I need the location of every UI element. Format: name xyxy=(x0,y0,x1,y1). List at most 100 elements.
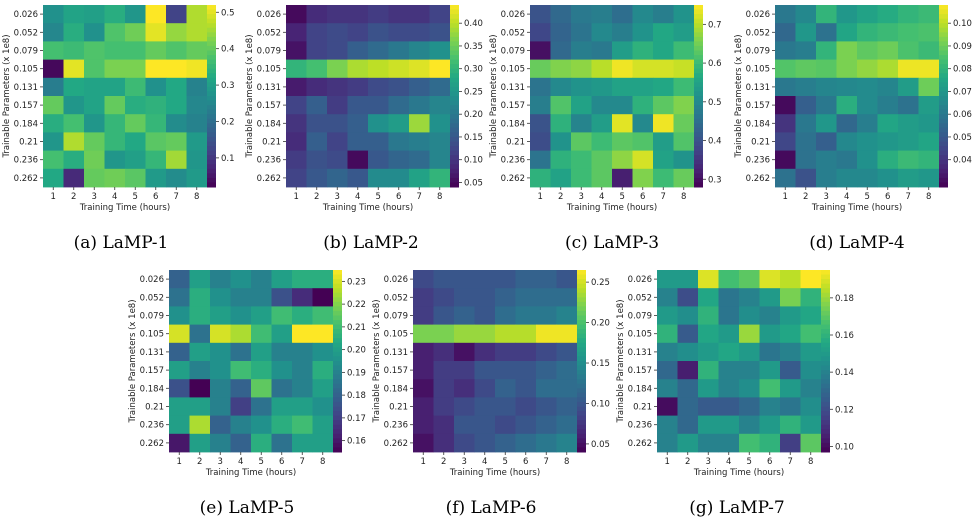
heatmap-cell xyxy=(657,342,678,362)
heatmap-cell xyxy=(857,5,878,24)
heatmap-cell xyxy=(677,379,699,398)
heatmap-cell xyxy=(210,361,231,380)
colorbar-segment xyxy=(821,297,830,303)
heatmap-cell xyxy=(550,168,572,188)
x-tick-label: 2 xyxy=(558,192,563,202)
colorbar-segment xyxy=(821,388,830,394)
heatmap-cell xyxy=(433,379,455,398)
y-tick-label: 0.21 xyxy=(262,138,281,148)
colorbar-segment xyxy=(207,18,216,24)
colorbar-segment xyxy=(577,306,586,312)
colorbar-segment xyxy=(207,123,216,129)
heatmap-panel-3: 0.026 0.052 0.079 0.105 0.131 0.157 0.184 0.21 0… xyxy=(489,5,722,253)
y-tick-label: 0.262 xyxy=(501,174,525,184)
colorbar-segment xyxy=(207,127,216,133)
colorbar-segment xyxy=(694,41,703,47)
heatmap-cell xyxy=(125,114,146,133)
heatmap-cell xyxy=(230,270,252,289)
heatmap-cell xyxy=(347,5,369,24)
heatmap-cell xyxy=(145,59,167,79)
heatmap-cell xyxy=(759,415,781,435)
colorbar-segment xyxy=(450,127,459,133)
colorbar-segment xyxy=(333,420,342,426)
colorbar-segment xyxy=(207,114,216,120)
x-tick-label: 5 xyxy=(620,192,625,202)
heatmap-cell xyxy=(145,168,167,188)
colorbar-tick-label: 0.16 xyxy=(347,437,366,447)
colorbar-segment xyxy=(207,27,216,33)
heatmap-cell xyxy=(125,5,146,24)
colorbar-segment xyxy=(939,136,948,142)
colorbar-segment xyxy=(577,442,586,448)
colorbar-segment xyxy=(577,279,586,285)
colorbar-segment xyxy=(333,351,342,357)
colorbar-segment xyxy=(207,41,216,47)
heatmap-cell xyxy=(306,132,328,151)
y-tick-label: 0.052 xyxy=(14,28,38,38)
heatmap-cell xyxy=(230,361,252,380)
heatmap-cell xyxy=(918,41,940,60)
heatmap-cell xyxy=(556,415,578,435)
heatmap-cell xyxy=(429,77,451,97)
y-tick-label: 0.262 xyxy=(628,439,652,449)
colorbar-tick-label: 0.04 xyxy=(953,156,972,166)
heatmap-cell xyxy=(632,114,654,133)
colorbar-segment xyxy=(333,342,342,348)
heatmap-cell xyxy=(836,96,858,115)
y-axis-label: Trainable Parameters (x 1e8) xyxy=(245,34,255,158)
heatmap-cell xyxy=(775,23,796,42)
heatmap-cell xyxy=(657,288,678,307)
heatmap-cell xyxy=(795,59,817,79)
colorbar-segment xyxy=(333,288,342,294)
y-tick-label: 0.184 xyxy=(384,384,408,394)
heatmap-cell xyxy=(530,150,551,170)
heatmap-cell xyxy=(125,132,146,151)
heatmap-cell xyxy=(550,23,572,42)
y-tick-label: 0.157 xyxy=(140,366,164,376)
heatmap-cell xyxy=(306,5,328,24)
heatmap-cell xyxy=(718,324,740,344)
colorbar-tick-label: 0.35 xyxy=(464,42,483,52)
colorbar-segment xyxy=(939,96,948,102)
heatmap-cell xyxy=(454,397,475,416)
colorbar-segment xyxy=(694,77,703,83)
heatmap-cell xyxy=(433,361,455,380)
y-tick-label: 0.184 xyxy=(628,384,652,394)
colorbar-segment xyxy=(694,36,703,42)
heatmap-cell xyxy=(795,5,817,24)
heatmap-cell xyxy=(591,59,613,79)
panel-caption: (a) LaMP-1 xyxy=(74,233,169,253)
colorbar-tick-label: 0.25 xyxy=(464,87,483,97)
heatmap-cell xyxy=(739,270,760,289)
heatmap-cell xyxy=(653,77,674,97)
colorbar-segment xyxy=(333,433,342,439)
heatmap-cell xyxy=(312,324,334,344)
heatmap-panel-7: 0.0260.0520.0790.1050.1310.1570.1840.210… xyxy=(616,270,854,518)
heatmap-cell xyxy=(433,342,455,362)
y-tick-label: 0.052 xyxy=(257,28,281,38)
heatmap-cell xyxy=(898,59,919,79)
heatmap-cell xyxy=(780,361,801,380)
heatmap-cell xyxy=(286,132,307,151)
heatmap-cell xyxy=(84,23,105,42)
heatmap-cell xyxy=(251,415,272,435)
heatmap-cell xyxy=(104,150,126,170)
heatmap-cell xyxy=(368,150,389,170)
colorbar-tick-label: 0.5 xyxy=(221,8,235,18)
colorbar-segment xyxy=(694,23,703,29)
x-tick-label: 3 xyxy=(218,457,223,467)
colorbar-segment xyxy=(821,347,830,353)
heatmap-cell xyxy=(739,361,760,380)
heatmap-cell xyxy=(210,270,231,289)
heatmap-cell xyxy=(327,77,348,97)
y-tick-label: 0.105 xyxy=(140,330,164,340)
heatmap-cell xyxy=(312,433,334,453)
colorbar-segment xyxy=(939,5,948,11)
heatmap-cell xyxy=(591,114,613,133)
heatmap-cell xyxy=(368,114,389,133)
colorbar-segment xyxy=(450,55,459,61)
colorbar-segment xyxy=(333,306,342,312)
heatmap-cell xyxy=(312,270,334,289)
y-tick-label: 0.236 xyxy=(501,156,525,166)
y-tick-label: 0.105 xyxy=(501,65,525,75)
